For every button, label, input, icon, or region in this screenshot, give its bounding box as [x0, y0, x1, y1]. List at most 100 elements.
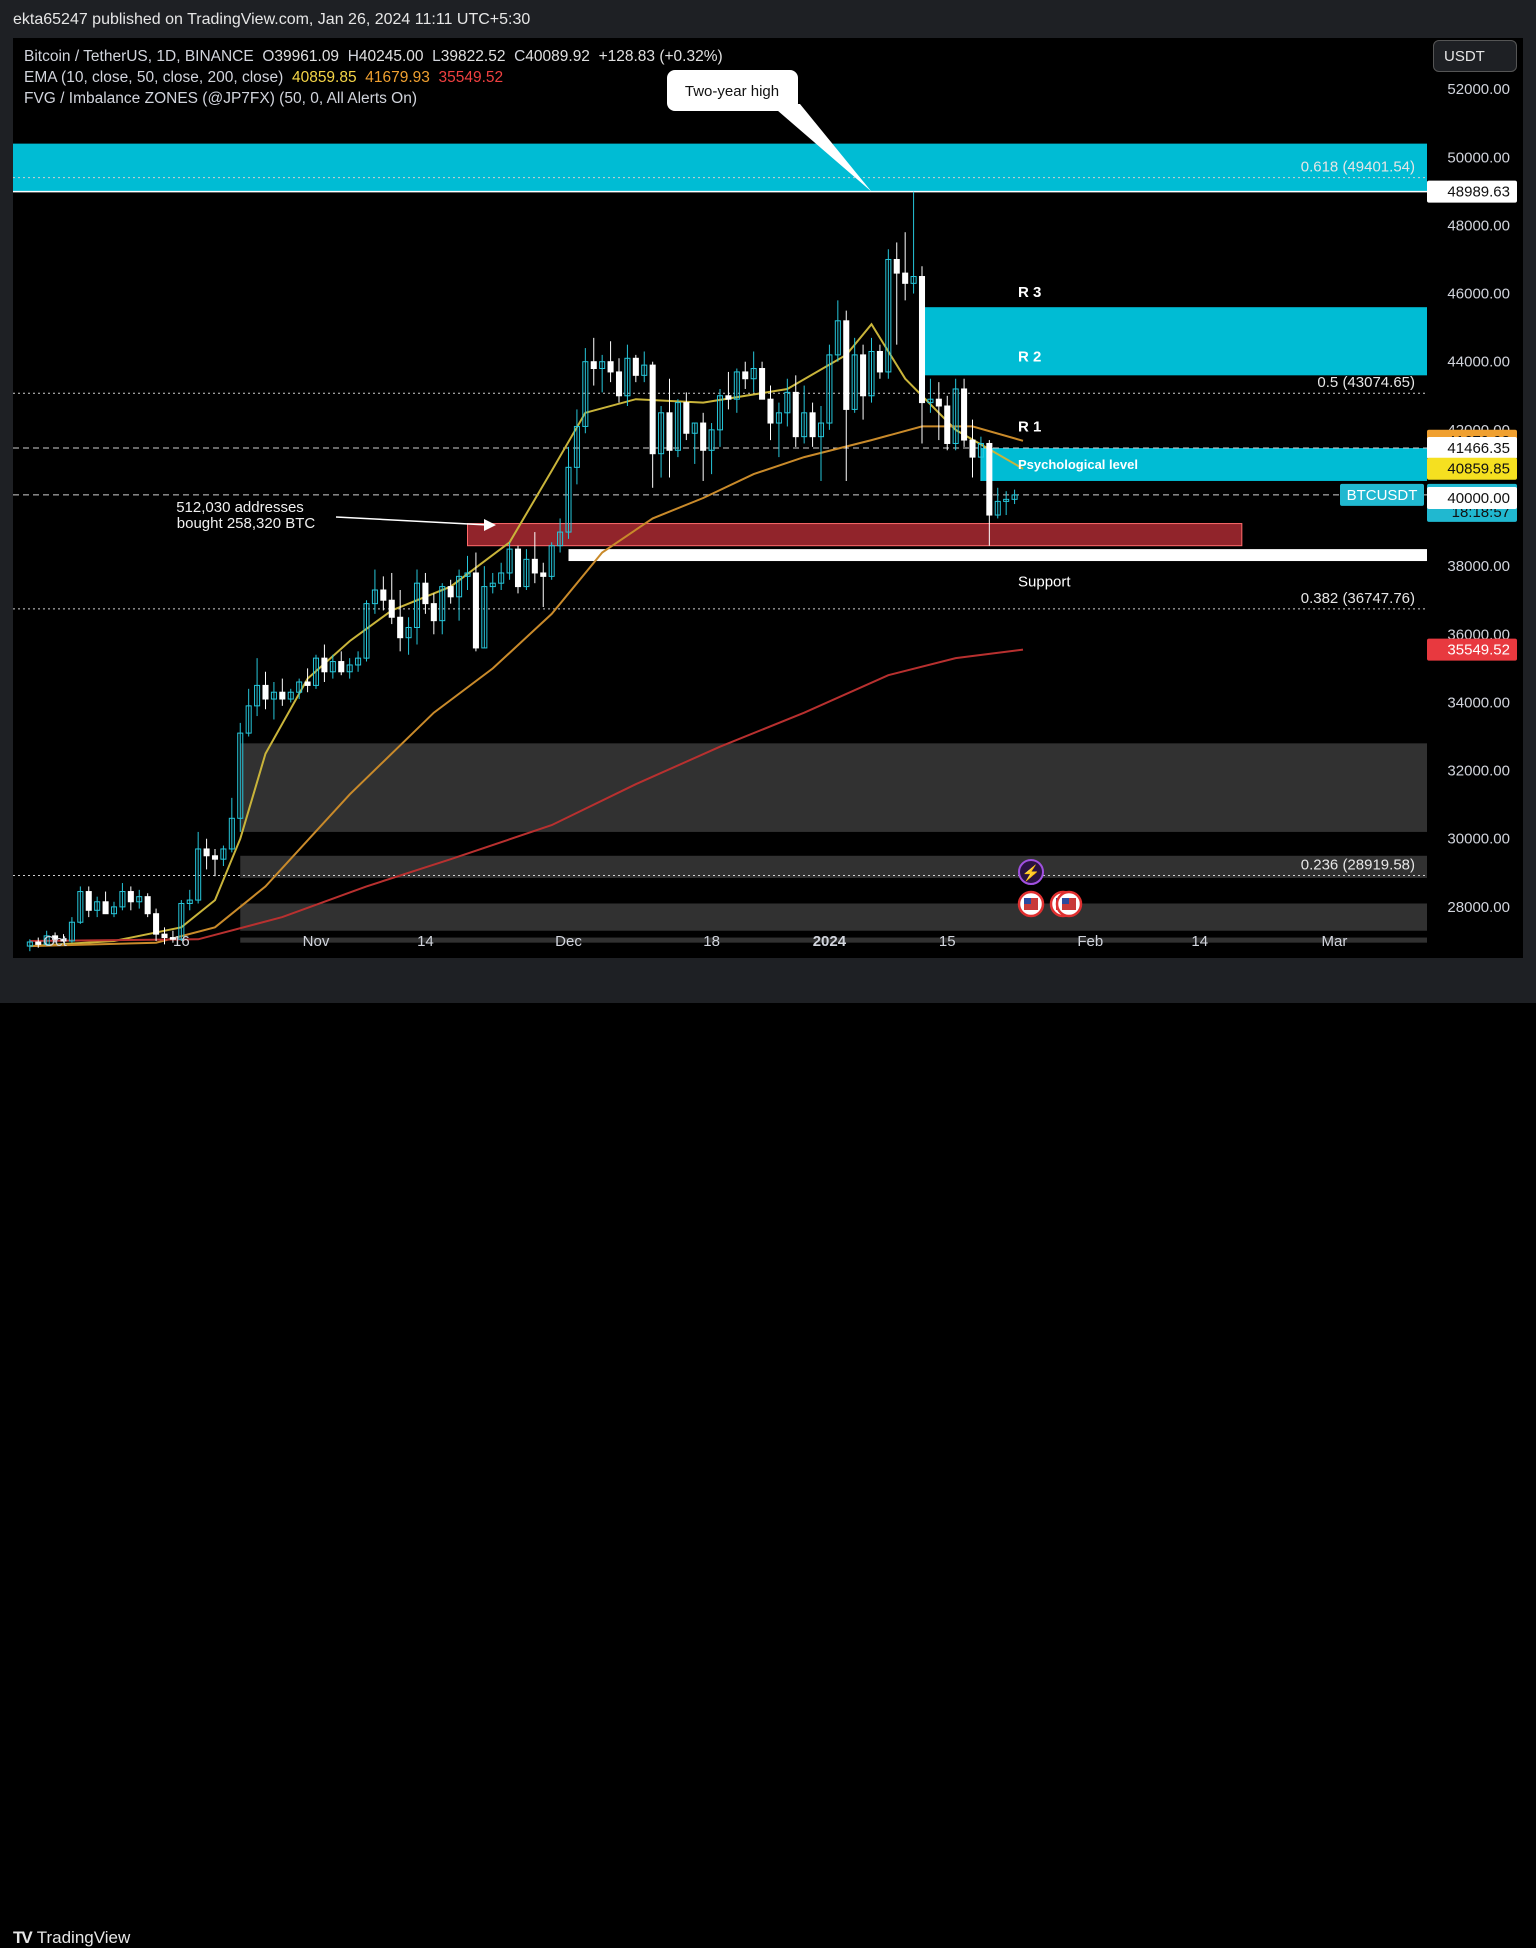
candle [599, 354, 606, 393]
candle [136, 889, 143, 909]
candle [885, 249, 892, 379]
high-value: 40245.00 [358, 48, 424, 65]
candle [279, 678, 286, 706]
candle [110, 901, 118, 918]
price-tag-bg [1427, 457, 1517, 480]
candle [565, 446, 572, 539]
candle-body [540, 572, 547, 577]
candle [767, 385, 774, 441]
y-tick-label: 44000.00 [1447, 354, 1510, 371]
candle-body [321, 657, 328, 673]
callout-box [667, 70, 798, 111]
y-tick-label: 48000.00 [1447, 217, 1510, 234]
ema-indicator-label[interactable]: EMA (10, close, 50, close, 200, close) [24, 69, 284, 86]
candle-body [68, 921, 75, 942]
candle [918, 266, 926, 444]
candle-body [582, 361, 589, 427]
candle [851, 337, 858, 413]
fvg-indicator-label[interactable]: FVG / Imbalance ZONES (@JP7FX) (50, 0, A… [24, 90, 418, 107]
psych-level-label: Psychological level [1018, 457, 1138, 472]
candle [893, 242, 900, 345]
open-value: 39961.09 [274, 48, 340, 65]
candle-body [329, 661, 336, 673]
candle-body [683, 402, 690, 434]
candle [456, 569, 463, 621]
ema-line-2 [29, 648, 1024, 942]
callout-pointer [770, 104, 872, 192]
candle-body [649, 364, 656, 455]
candle-body [161, 933, 168, 939]
candle-body [472, 572, 479, 649]
chart-legend: Bitcoin / TetherUS, 1D, BINANCE O39961.0… [24, 46, 723, 109]
candle-body [481, 586, 488, 649]
candle-body [759, 368, 766, 400]
legend-symbol-row: Bitcoin / TetherUS, 1D, BINANCE O39961.0… [24, 46, 723, 67]
candle-body [52, 935, 59, 940]
candle [674, 399, 681, 458]
candle-body [784, 391, 791, 414]
us-flag-canton [1062, 898, 1069, 904]
candle-body [430, 603, 437, 622]
candle [355, 651, 362, 672]
candle-body [742, 371, 749, 380]
candle-body [506, 548, 513, 574]
candle [439, 583, 446, 635]
x-tick-label: 14 [417, 933, 434, 950]
two-year-high-label: Two-year high [685, 83, 779, 100]
x-tick-label: Dec [555, 933, 582, 950]
candle [548, 542, 555, 580]
candle [826, 344, 833, 430]
candle-body [35, 941, 42, 945]
candle-body [363, 603, 370, 659]
chart-svg[interactable]: 0.618 (49401.54) 0.5 (43074.65) 0.382 (367… [0, 0, 1536, 1003]
addresses-label-1: 512,030 addresses [176, 499, 304, 516]
candle-body [178, 902, 185, 940]
candle-body [489, 582, 496, 588]
candle [775, 402, 782, 458]
candle-body [615, 371, 623, 397]
candle [464, 555, 471, 590]
candle-body [700, 422, 707, 451]
support-label: Support [1018, 574, 1071, 591]
candle-body [750, 368, 757, 380]
event-icons: ⚡ [1017, 859, 1083, 918]
candle-body [287, 691, 294, 700]
candle [68, 917, 75, 943]
ema-layer [29, 322, 1024, 948]
candle [809, 402, 816, 447]
candle-body [809, 412, 816, 438]
footer-bar: TV TradingView [0, 958, 1536, 1947]
candle [632, 354, 639, 383]
currency-button[interactable]: USDT [1433, 40, 1517, 72]
candle [338, 651, 345, 676]
candle-body [666, 412, 673, 451]
candle [26, 939, 33, 952]
candle [860, 344, 867, 420]
price-tag-bg [1427, 180, 1517, 203]
candle-body [843, 320, 850, 410]
close-label: C [514, 48, 526, 65]
candle-body [658, 412, 665, 455]
candle [329, 654, 336, 679]
y-tick-label: 52000.00 [1447, 81, 1510, 98]
candle [573, 409, 580, 485]
symbol-name[interactable]: Bitcoin / TetherUS, 1D, BINANCE [24, 48, 254, 65]
tradingview-logo[interactable]: TV TradingView [13, 1928, 130, 1948]
candle [1011, 489, 1018, 505]
candle-body [144, 896, 151, 915]
candle-body [338, 661, 345, 673]
candle [902, 232, 909, 301]
candle-body [220, 848, 227, 860]
zone-cyan-1 [922, 307, 1427, 376]
price-tag-value: 40859.85 [1447, 461, 1510, 478]
candle-body [523, 558, 530, 588]
candle [876, 344, 883, 379]
candle [733, 368, 740, 413]
candle [590, 337, 597, 386]
fib-label-1: 0.5 (43074.65) [1317, 374, 1415, 391]
candle-body [826, 354, 833, 424]
candle [910, 191, 917, 294]
change-value: +128.83 (+0.32%) [598, 48, 723, 65]
candle-body [296, 681, 303, 693]
candle [498, 562, 505, 590]
